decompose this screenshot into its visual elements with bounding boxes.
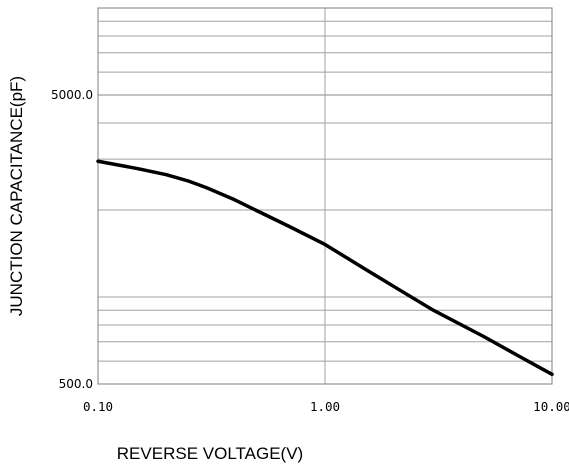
y-tick-label: 500.0 <box>59 377 93 391</box>
x-tick-label: 10.00 <box>533 399 569 414</box>
x-tick-label: 0.10 <box>83 399 113 414</box>
x-axis-title: REVERSE VOLTAGE(V) <box>117 444 303 463</box>
grid-lines <box>98 8 552 384</box>
tick-labels: 500.0 5000.0 0.10 1.00 10.00 <box>51 88 569 414</box>
capacitance-curve <box>96 159 554 377</box>
y-axis-title: JUNCTION CAPACITANCE(pF) <box>7 76 26 316</box>
y-tick-label: 5000.0 <box>51 88 93 102</box>
x-tick-label: 1.00 <box>310 399 340 414</box>
plot-frame <box>97 7 553 385</box>
series-layer <box>96 159 554 377</box>
plot-border <box>97 7 553 385</box>
